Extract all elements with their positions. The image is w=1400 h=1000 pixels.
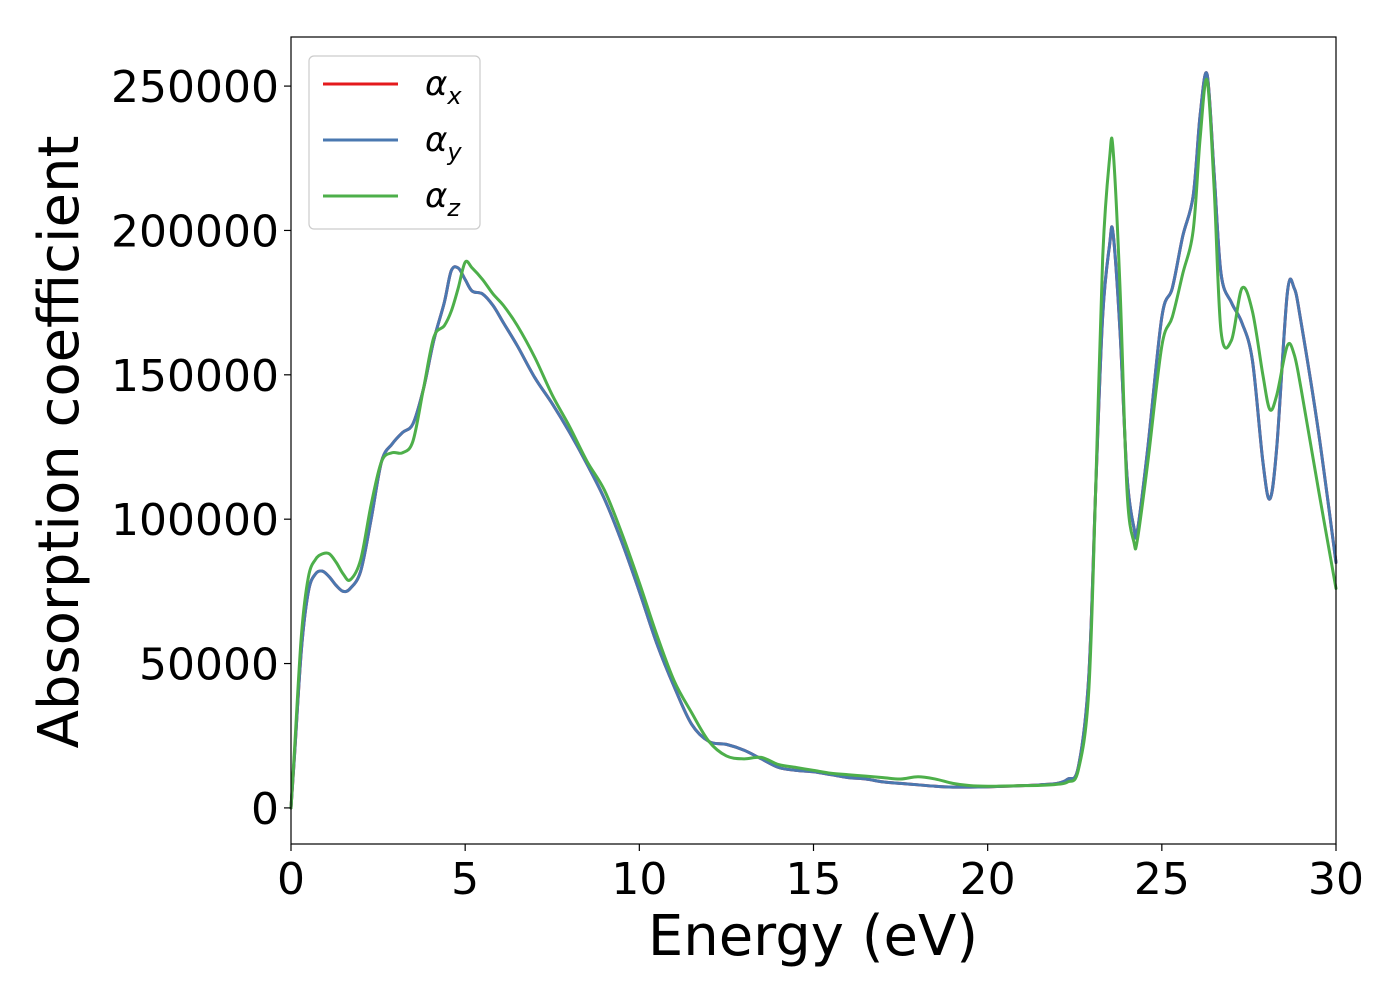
legend-label-y: αy (425, 120, 462, 166)
x-tick-label: 30 (1308, 854, 1364, 905)
x-tick-label: 0 (277, 854, 305, 905)
x-tick-label: 20 (960, 854, 1016, 905)
y-axis-label: Absorption coefficient (27, 136, 92, 749)
x-tick-label: 10 (611, 854, 667, 905)
y-axis-ticks: 0 50000 100000 150000 200000 250000 (111, 62, 291, 835)
y-tick-label: 150000 (111, 351, 279, 402)
y-tick-label: 200000 (111, 206, 279, 257)
y-tick-label: 50000 (139, 640, 279, 691)
legend-label-x: αx (425, 64, 462, 110)
series-layer (289, 71, 1338, 810)
x-tick-label: 25 (1134, 854, 1190, 905)
legend-label-z: αz (425, 176, 461, 222)
x-axis-ticks: 0 5 10 15 20 25 30 (277, 844, 1364, 905)
x-axis-label: Energy (eV) (648, 904, 978, 969)
y-tick-label: 100000 (111, 495, 279, 546)
legend: αx αy αz (308, 55, 481, 230)
legend-box (308, 55, 481, 230)
y-tick-label: 0 (251, 784, 279, 835)
legend-items: αx αy αz (323, 64, 462, 222)
y-tick-label: 250000 (111, 62, 279, 113)
series-line-z (289, 77, 1338, 810)
x-tick-label: 15 (786, 854, 842, 905)
x-tick-label: 5 (451, 854, 479, 905)
